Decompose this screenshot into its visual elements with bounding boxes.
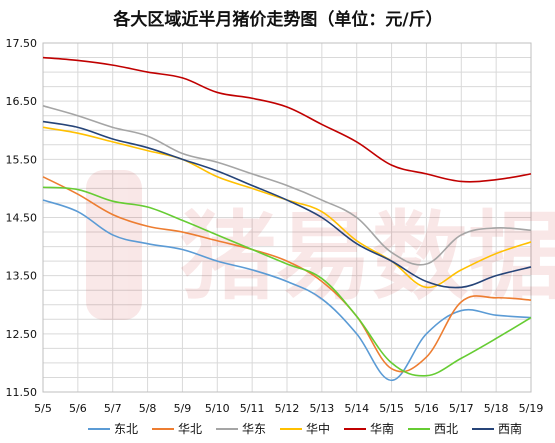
y-tick-label: 14.50 bbox=[6, 212, 38, 225]
legend-label: 西南 bbox=[498, 421, 522, 436]
x-tick-label: 5/16 bbox=[414, 402, 439, 415]
legend: 东北 华北 华东 华中 华南 西北 西南 bbox=[88, 421, 522, 436]
y-tick-label: 16.50 bbox=[6, 95, 38, 108]
legend-label: 东北 bbox=[114, 422, 138, 436]
x-tick-label: 5/12 bbox=[275, 402, 300, 415]
y-tick-label: 15.50 bbox=[6, 153, 38, 166]
chart-title: 各大区域近半月猪价走势图（单位：元/斤） bbox=[112, 9, 442, 30]
watermark-logo-shape bbox=[86, 170, 142, 320]
y-tick-label: 13.50 bbox=[6, 270, 38, 283]
x-tick-label: 5/13 bbox=[310, 402, 335, 415]
series-line-2 bbox=[42, 105, 532, 266]
series-line-6 bbox=[42, 120, 532, 289]
x-tick-label: 5/19 bbox=[519, 402, 544, 415]
y-tick-label: 12.50 bbox=[6, 328, 38, 341]
x-tick-label: 5/10 bbox=[205, 402, 230, 415]
y-tick-label: 11.50 bbox=[6, 386, 38, 399]
legend-label: 华南 bbox=[370, 421, 394, 436]
legend-label: 华北 bbox=[178, 422, 202, 436]
x-tick-label: 5/6 bbox=[69, 402, 87, 415]
plot-area-border bbox=[42, 42, 532, 393]
series-line-1 bbox=[42, 176, 532, 373]
series-line-4 bbox=[42, 56, 532, 183]
x-tick-label: 5/11 bbox=[240, 402, 265, 415]
x-tick-label: 5/5 bbox=[34, 402, 52, 415]
x-tick-label: 5/8 bbox=[139, 402, 157, 415]
x-tick-label: 5/17 bbox=[449, 402, 474, 415]
y-tick-label: 17.50 bbox=[6, 37, 38, 50]
y-axis: 11.50 12.50 13.50 14.50 15.50 16.50 17.50 bbox=[6, 37, 38, 399]
watermark-text: 猪易数据 bbox=[180, 201, 555, 313]
x-axis: 5/5 5/6 5/7 5/8 5/9 5/10 5/11 5/12 5/13 5/14 5/15 5… bbox=[34, 402, 543, 415]
x-tick-label: 5/18 bbox=[484, 402, 509, 415]
x-tick-label: 5/15 bbox=[379, 402, 404, 415]
series-line-5 bbox=[42, 186, 532, 377]
series-lines bbox=[42, 56, 532, 382]
legend-label: 华东 bbox=[242, 422, 266, 436]
legend-label: 华中 bbox=[306, 421, 330, 436]
series-line-0 bbox=[42, 199, 532, 382]
x-tick-label: 5/14 bbox=[344, 402, 369, 415]
legend-label: 西北 bbox=[434, 422, 458, 436]
x-tick-label: 5/7 bbox=[104, 402, 122, 415]
x-tick-label: 5/9 bbox=[174, 402, 192, 415]
